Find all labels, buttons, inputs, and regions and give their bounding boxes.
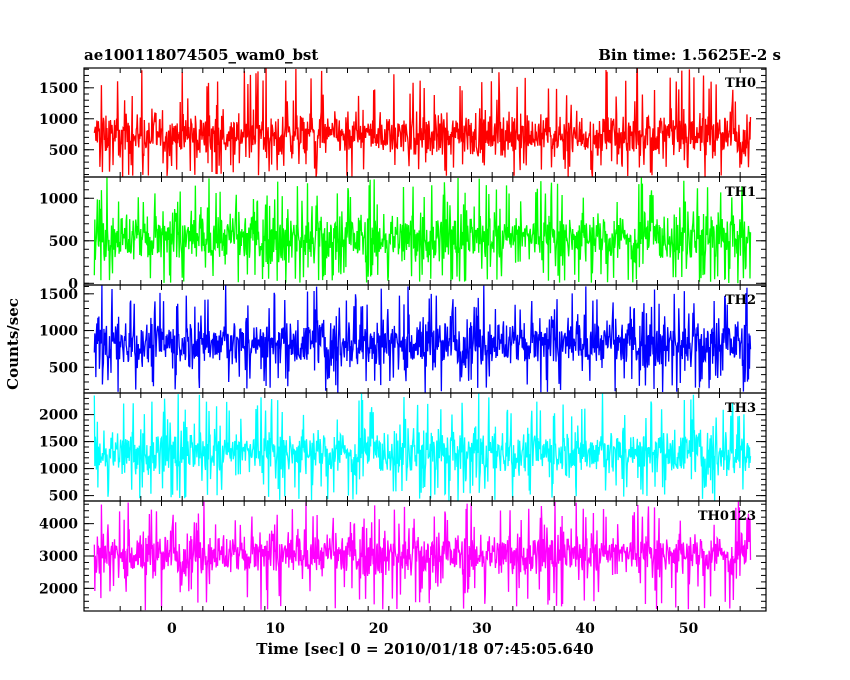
x-tick-label: 30 xyxy=(472,621,492,637)
panel-th2: TH2 500 1000 1500 xyxy=(39,284,767,394)
y-tick-label: 500 xyxy=(49,489,78,505)
y-tick-label: 1500 xyxy=(39,81,78,97)
y-tick-label: 3000 xyxy=(39,549,78,565)
x-tick-label: 40 xyxy=(575,621,595,637)
x-axis-label: Time [sec] 0 = 2010/01/18 07:45:05.640 xyxy=(256,640,593,658)
y-tick-label: 500 xyxy=(49,234,78,250)
panel-label: TH0123 xyxy=(698,509,756,524)
y-axis-label: Counts/sec xyxy=(4,298,22,390)
y-tick-label: 500 xyxy=(49,143,78,159)
series-line-th1 xyxy=(93,177,752,284)
panel-label: TH2 xyxy=(725,293,756,308)
y-tick-label: 2000 xyxy=(39,581,78,597)
y-tick-label: 1000 xyxy=(39,324,78,340)
y-tick-label: 1500 xyxy=(39,435,78,451)
y-tick-label: 1000 xyxy=(39,112,78,128)
series-line-th0123 xyxy=(93,501,752,611)
panel-label: TH0 xyxy=(725,76,756,91)
panel-th3: TH3 500 1000 1500 2000 xyxy=(39,392,767,505)
y-tick-label: 2000 xyxy=(39,408,78,424)
panel-th1: TH1 0 500 1000 xyxy=(39,176,767,292)
x-tick-label: 10 xyxy=(265,621,285,637)
panel-th0: TH0 500 1000 1500 xyxy=(39,67,767,178)
y-tick-label: 1500 xyxy=(39,287,78,303)
panels-group: TH050010001500TH105001000TH250010001500T… xyxy=(39,67,767,637)
y-tick-label: 500 xyxy=(49,360,78,376)
panel-label: TH3 xyxy=(725,401,756,416)
chart-title: ae100118074505_wam0_bst xyxy=(84,46,318,64)
series-line-th2 xyxy=(93,285,752,393)
panel-label: TH1 xyxy=(725,185,756,200)
series-line-th3 xyxy=(93,393,752,501)
y-tick-label: 1000 xyxy=(39,462,78,478)
x-tick-label: 50 xyxy=(679,621,699,637)
panel-th0123: TH0123 2000 3000 4000 xyxy=(39,500,767,612)
x-tick-label: 0 xyxy=(167,621,177,637)
y-tick-label: 0 xyxy=(68,276,78,292)
y-tick-label: 4000 xyxy=(39,517,78,533)
bin-time-label: Bin time: 1.5625E-2 s xyxy=(598,46,781,64)
y-tick-label: 1000 xyxy=(39,191,78,207)
series-line-th0 xyxy=(93,68,752,177)
x-tick-label: 20 xyxy=(369,621,389,637)
